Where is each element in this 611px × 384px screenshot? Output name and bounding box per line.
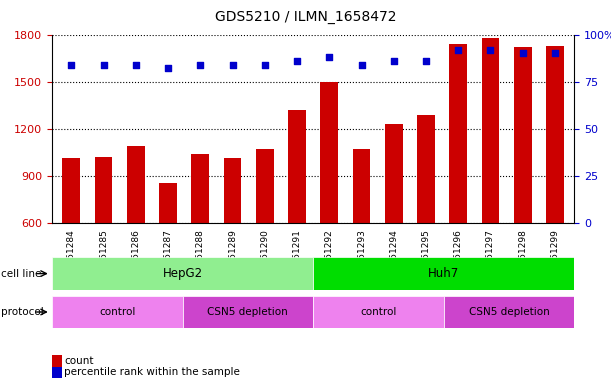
Text: count: count <box>64 356 93 366</box>
Text: control: control <box>360 307 397 317</box>
Bar <box>449 44 467 317</box>
Point <box>163 65 173 71</box>
Bar <box>320 82 338 317</box>
Bar <box>481 38 499 317</box>
Text: cell line: cell line <box>1 268 41 279</box>
Point <box>196 61 205 68</box>
Bar <box>52 257 313 290</box>
Point <box>131 61 141 68</box>
Bar <box>417 114 435 317</box>
Text: Huh7: Huh7 <box>428 267 459 280</box>
Point <box>67 61 76 68</box>
Text: CSN5 depletion: CSN5 depletion <box>469 307 549 317</box>
Text: protocol: protocol <box>1 307 43 317</box>
Bar <box>127 146 145 317</box>
Point <box>260 61 269 68</box>
Point <box>453 46 463 53</box>
Bar <box>52 296 183 328</box>
Point <box>550 50 560 56</box>
Text: CSN5 depletion: CSN5 depletion <box>208 307 288 317</box>
Bar <box>95 157 112 317</box>
Bar <box>514 47 532 317</box>
Bar <box>159 183 177 317</box>
Bar <box>444 296 574 328</box>
Text: control: control <box>99 307 136 317</box>
Bar <box>546 46 564 317</box>
Bar <box>256 149 274 317</box>
Bar <box>288 110 306 317</box>
Text: HepG2: HepG2 <box>163 267 203 280</box>
Point <box>292 58 302 64</box>
Bar <box>313 257 574 290</box>
Bar <box>183 296 313 328</box>
Point <box>389 58 398 64</box>
Point <box>486 46 496 53</box>
Bar <box>313 296 444 328</box>
Point <box>228 61 238 68</box>
Point <box>518 50 528 56</box>
Point <box>324 54 334 60</box>
Bar <box>385 124 403 317</box>
Bar <box>191 154 209 317</box>
Text: percentile rank within the sample: percentile rank within the sample <box>64 367 240 377</box>
Point <box>421 58 431 64</box>
Bar <box>353 149 370 317</box>
Point <box>357 61 367 68</box>
Point <box>98 61 108 68</box>
Text: GDS5210 / ILMN_1658472: GDS5210 / ILMN_1658472 <box>214 10 397 23</box>
Bar <box>62 159 80 317</box>
Bar <box>224 159 241 317</box>
